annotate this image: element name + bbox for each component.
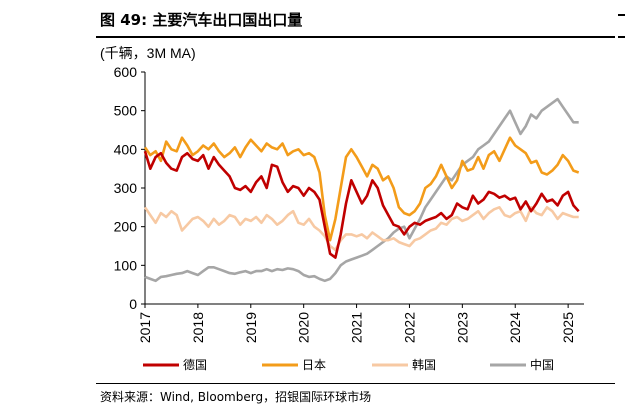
adjacent-figure-rule-lower bbox=[618, 36, 625, 38]
y-tick-label: 300 bbox=[114, 180, 138, 196]
series-line-china bbox=[144, 97, 579, 283]
y-tick-label: 200 bbox=[114, 219, 138, 235]
x-tick-label: 2024 bbox=[507, 312, 523, 343]
title-rule bbox=[96, 36, 615, 38]
series-line-germany bbox=[143, 150, 580, 259]
x-tick-label: 2023 bbox=[454, 312, 470, 343]
y-tick-label: 100 bbox=[114, 257, 138, 273]
series-layer bbox=[143, 97, 580, 283]
x-tick-label: 2025 bbox=[560, 312, 576, 343]
y-tick-label: 0 bbox=[129, 296, 137, 312]
adjacent-figure-rule bbox=[618, 14, 625, 16]
source-note: 资料来源：Wind, Bloomberg，招银国际环球市场 bbox=[100, 390, 372, 404]
x-tick-label: 2019 bbox=[243, 312, 259, 343]
x-tick-label: 2018 bbox=[190, 312, 206, 343]
legend-label: 日本 bbox=[302, 358, 326, 372]
y-tick-label: 600 bbox=[114, 64, 138, 80]
y-tick-label: 500 bbox=[114, 103, 138, 119]
unit-label: (千辆，3M MA) bbox=[100, 45, 196, 61]
x-axis: 2017 2018 2019 2020 2021 2022 2023 2024 2025 bbox=[137, 303, 584, 343]
legend-label: 德国 bbox=[183, 357, 207, 372]
legend: 德国 日本 韩国 中国 bbox=[143, 357, 554, 372]
legend-label: 中国 bbox=[530, 357, 554, 372]
series-line-korea bbox=[143, 206, 579, 252]
source-rule bbox=[96, 383, 615, 384]
x-tick-label: 2022 bbox=[401, 312, 417, 343]
series-line-japan bbox=[143, 136, 580, 242]
x-tick-label: 2017 bbox=[137, 312, 153, 343]
y-tick-label: 400 bbox=[114, 141, 138, 157]
x-tick-label: 2021 bbox=[349, 312, 365, 343]
x-tick-label: 2020 bbox=[296, 312, 312, 343]
figure-title: 图 49: 主要汽车出口国出口量 bbox=[100, 11, 303, 29]
y-axis: 0 100 200 300 400 500 600 bbox=[114, 64, 146, 312]
legend-label: 韩国 bbox=[412, 357, 436, 372]
